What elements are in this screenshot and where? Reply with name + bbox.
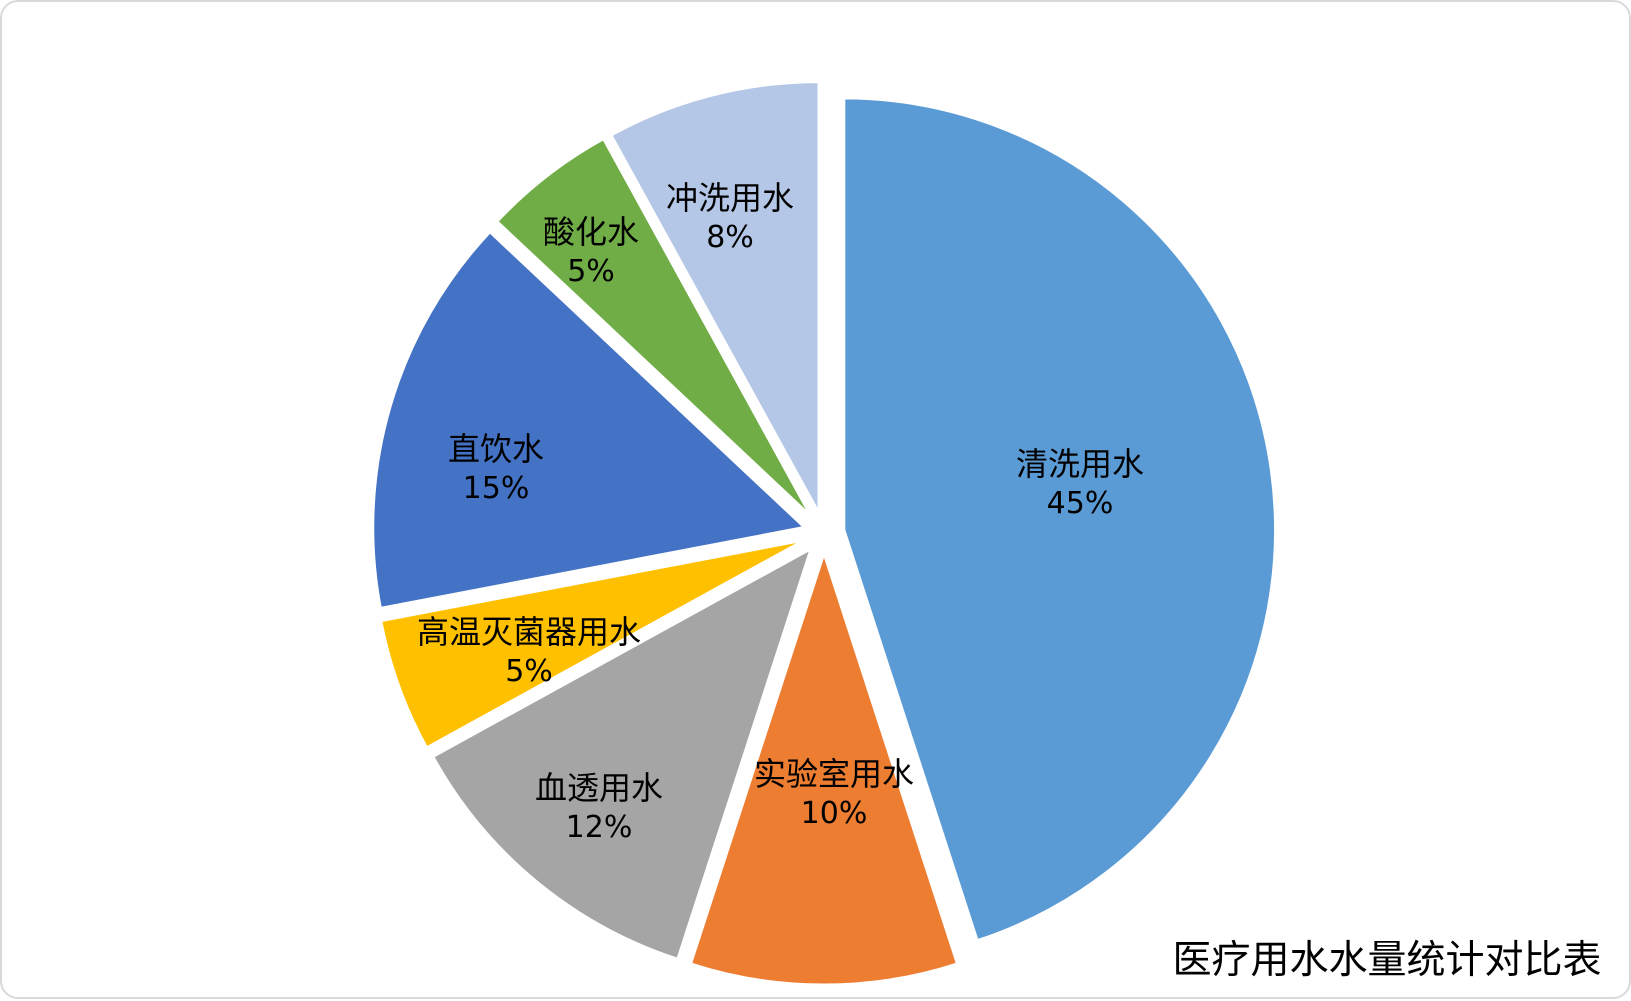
pie-slice-1 — [689, 551, 959, 987]
pie-slice-5 — [495, 137, 814, 519]
chart-title: 医疗用水水量统计对比表 — [1172, 939, 1602, 982]
pie-slice-3 — [379, 538, 807, 750]
pie-slice-0 — [842, 96, 1277, 943]
pie-slice-2 — [431, 546, 813, 961]
pie-slice-6 — [609, 80, 821, 516]
pie-slice-4 — [371, 230, 807, 610]
